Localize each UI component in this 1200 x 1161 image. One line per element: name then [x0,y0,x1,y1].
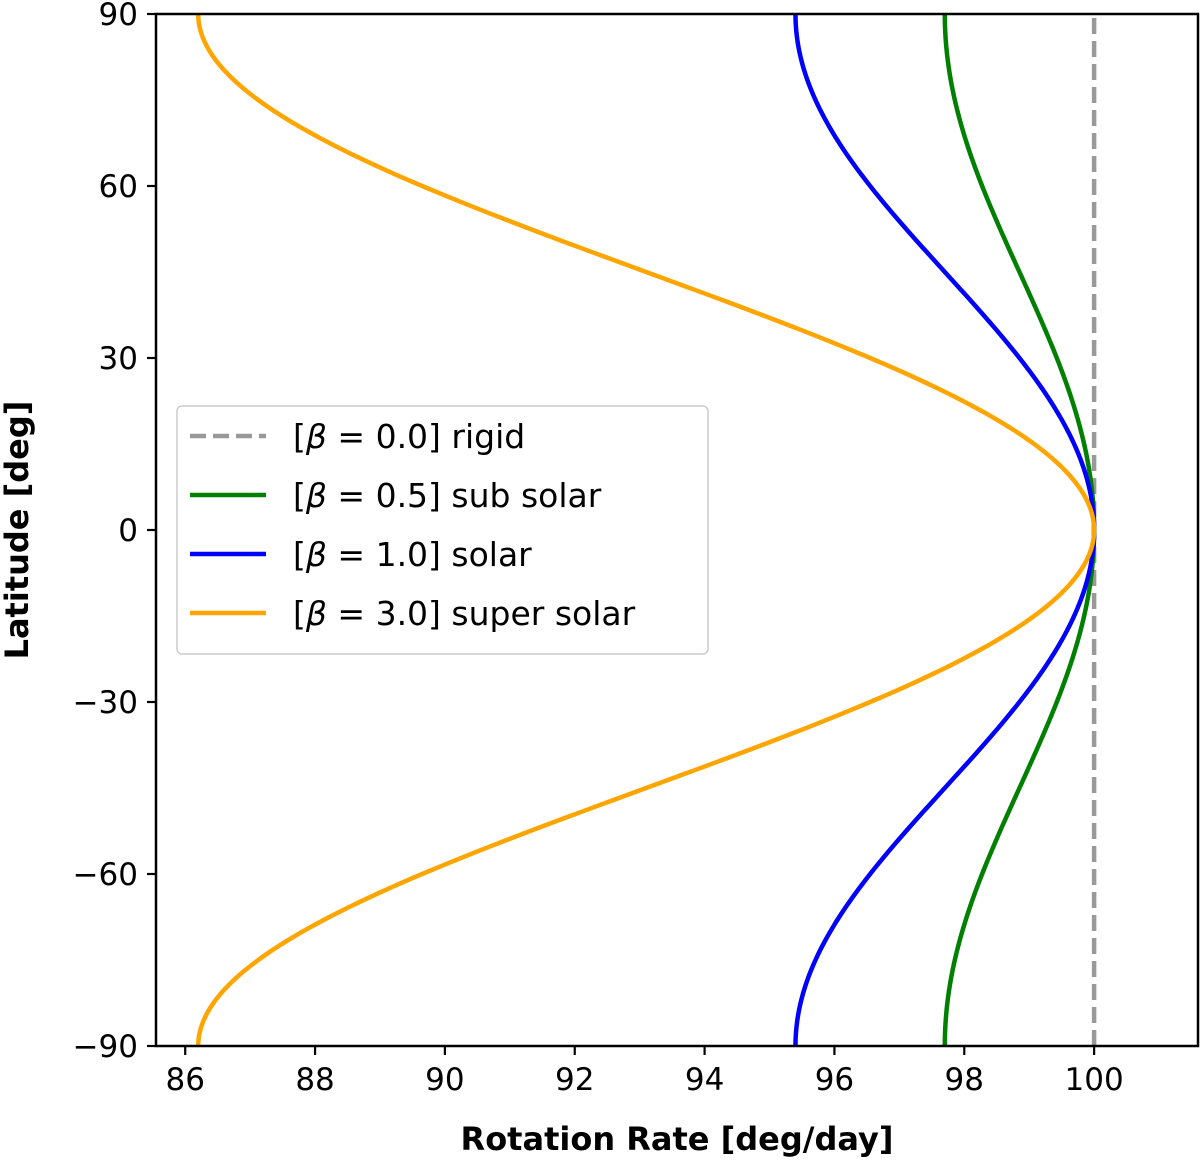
legend-label-rigid: [β = 0.0] rigid [293,417,525,456]
x-tick-label: 94 [685,1062,724,1098]
x-tick-label: 92 [555,1062,594,1098]
x-tick-label: 96 [815,1062,854,1098]
legend-label-super-solar: [β = 3.0] super solar [293,594,636,633]
y-tick-label: 0 [118,513,138,549]
x-tick-label: 98 [945,1062,984,1098]
series-line-sub-solar [942,13,1097,1047]
x-axis: 86 88 90 92 94 96 98 100 [165,1046,1124,1098]
x-tick-label: 88 [295,1062,334,1098]
series-line-super-solar [195,13,1097,1047]
legend-label-solar: [β = 1.0] solar [293,535,532,574]
y-tick-label: 30 [99,341,138,377]
y-axis-title: Latitude [deg] [0,401,36,660]
y-tick-label: 90 [99,0,138,33]
series-lines [195,13,1097,1047]
legend-label-sub-solar: [β = 0.5] sub solar [293,476,602,515]
y-tick-label: −60 [73,857,138,893]
y-axis: −90 −60 −30 0 30 60 90 [73,0,156,1065]
legend: [β = 0.0] rigid [β = 0.5] sub solar [β = 1… [176,405,709,655]
x-tick-label: 100 [1065,1062,1124,1098]
x-tick-label: 90 [425,1062,464,1098]
y-tick-label: 60 [99,169,138,205]
x-axis-title: Rotation Rate [deg/day] [461,1120,894,1158]
x-tick-label: 86 [165,1062,204,1098]
series-line-solar [793,13,1097,1047]
y-tick-label: −90 [73,1029,138,1065]
legend-box [176,405,709,655]
y-tick-label: −30 [73,685,138,721]
